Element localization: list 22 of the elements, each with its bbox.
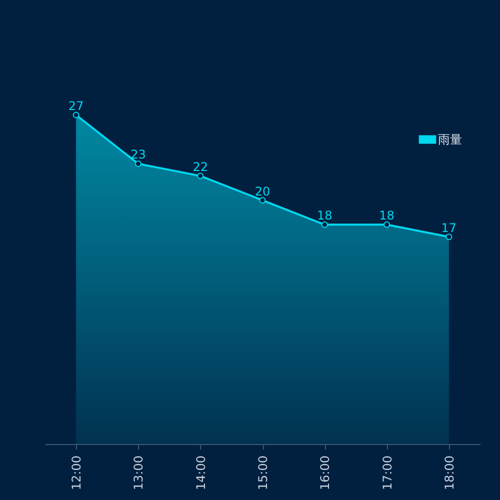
x-tick-label: 13:00 xyxy=(132,456,146,490)
data-label: 27 xyxy=(68,99,84,113)
point xyxy=(197,172,204,180)
point xyxy=(259,197,266,204)
data-label: 18 xyxy=(379,208,394,223)
data-label: 17 xyxy=(441,220,457,235)
data-label: 20 xyxy=(254,184,270,198)
point xyxy=(134,160,142,167)
point xyxy=(446,234,452,240)
x-tick-label: 12:00 xyxy=(70,456,84,490)
point xyxy=(72,112,80,118)
x-tick-label: 16:00 xyxy=(318,456,332,490)
data-label: 22 xyxy=(192,160,208,174)
legend-label: 雨量 xyxy=(438,132,462,146)
x-tick-label: 14:00 xyxy=(194,456,208,490)
point xyxy=(321,221,328,228)
x-tick-label: 17:00 xyxy=(380,456,394,490)
data-label: 18 xyxy=(317,208,332,223)
x-tick-label: 18:00 xyxy=(442,456,456,490)
data-label: 23 xyxy=(130,148,146,162)
x-tick-label: 15:00 xyxy=(256,456,270,490)
point xyxy=(384,221,390,228)
